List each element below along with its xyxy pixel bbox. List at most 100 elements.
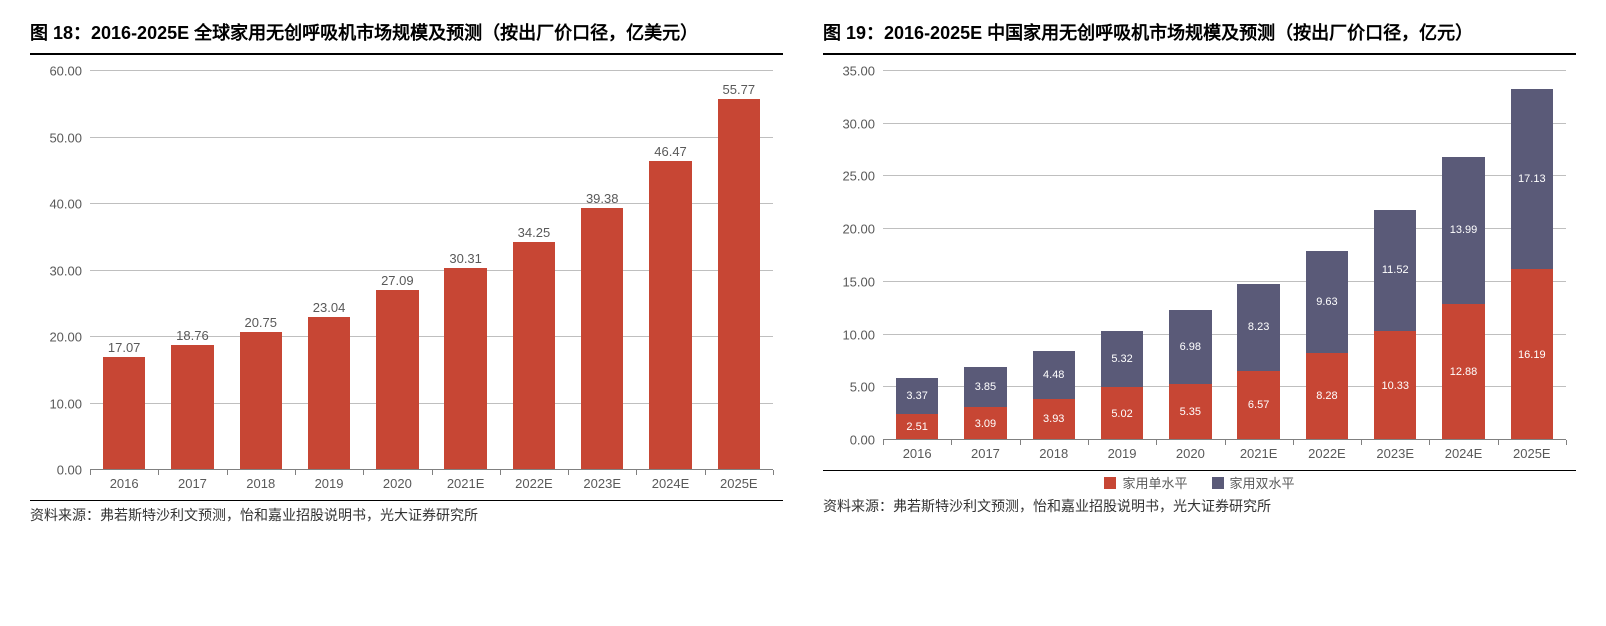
bar <box>649 161 691 470</box>
bar-slot: 18.76 <box>158 71 226 470</box>
y-tick-label: 15.00 <box>842 274 875 289</box>
bar-slot: 3.09 3.85 <box>951 71 1019 440</box>
panel-right: 图 19：2016-2025E 中国家用无创呼吸机市场规模及预测（按出厂价口径，… <box>823 20 1576 525</box>
panel-left-title: 图 18：2016-2025E 全球家用无创呼吸机市场规模及预测（按出厂价口径，… <box>30 20 783 55</box>
bar <box>513 242 555 470</box>
y-tick-label: 25.00 <box>842 169 875 184</box>
bar-value-label: 46.47 <box>654 144 687 159</box>
x-tick-label: 2017 <box>158 470 226 500</box>
y-tick-label: 0.00 <box>850 433 875 448</box>
y-tick-label: 30.00 <box>842 116 875 131</box>
x-tick-label: 2020 <box>1156 440 1224 470</box>
segment-value-label: 3.37 <box>906 390 927 402</box>
bar-slot: 12.88 13.99 <box>1429 71 1497 440</box>
bar-segment: 17.13 <box>1511 89 1553 270</box>
stacked-bar: 10.33 11.52 <box>1374 210 1416 440</box>
bar-slot: 16.19 17.13 <box>1498 71 1566 440</box>
bar-slot: 20.75 <box>227 71 295 470</box>
bar-slot: 5.35 6.98 <box>1156 71 1224 440</box>
bar <box>240 332 282 470</box>
bar-segment: 8.28 <box>1306 353 1348 440</box>
stacked-bar: 6.578.23 <box>1237 284 1279 440</box>
panel-right-source: 资料来源：弗若斯特沙利文预测，怡和嘉业招股说明书，光大证券研究所 <box>823 496 1576 516</box>
legend-item: 家用双水平 <box>1212 473 1295 492</box>
bar-slot: 10.33 11.52 <box>1361 71 1429 440</box>
legend: 家用单水平 家用双水平 <box>823 473 1576 492</box>
bar-value-label: 55.77 <box>723 82 756 97</box>
segment-value-label: 17.13 <box>1518 173 1546 185</box>
x-tick-label: 2025E <box>705 470 773 500</box>
x-tick-label: 2022E <box>500 470 568 500</box>
segment-value-label: 9.63 <box>1316 296 1337 308</box>
stacked-bar: 5.02 5.32 <box>1101 331 1143 440</box>
y-tick-label: 10.00 <box>49 396 82 411</box>
x-tick-label: 2023E <box>568 470 636 500</box>
bar-segment: 3.37 <box>896 378 938 414</box>
stacked-bar: 8.28 9.63 <box>1306 251 1348 440</box>
bar-segment: 8.23 <box>1237 284 1279 371</box>
segment-value-label: 12.88 <box>1450 366 1478 378</box>
y-tick-label: 60.00 <box>49 64 82 79</box>
y-tick-label: 50.00 <box>49 130 82 145</box>
x-tick-label: 2024E <box>636 470 704 500</box>
bar-segment: 6.98 <box>1169 310 1211 384</box>
bar-segment: 10.33 <box>1374 331 1416 440</box>
stacked-bar: 3.09 3.85 <box>964 367 1006 440</box>
bar-segment: 4.48 <box>1033 351 1075 398</box>
bar <box>718 99 760 470</box>
bar <box>444 268 486 470</box>
y-tick-label: 10.00 <box>842 327 875 342</box>
x-tick-label: 2018 <box>1020 440 1088 470</box>
x-tick-label: 2025E <box>1498 440 1566 470</box>
x-tick-label: 2023E <box>1361 440 1429 470</box>
segment-value-label: 3.93 <box>1043 413 1064 425</box>
segment-value-label: 4.48 <box>1043 369 1064 381</box>
bar <box>171 345 213 470</box>
panel-left-source: 资料来源：弗若斯特沙利文预测，怡和嘉业招股说明书，光大证券研究所 <box>30 505 783 525</box>
bar-segment: 6.57 <box>1237 371 1279 440</box>
bar-segment: 11.52 <box>1374 210 1416 331</box>
segment-value-label: 8.28 <box>1316 390 1337 402</box>
panel-right-title: 图 19：2016-2025E 中国家用无创呼吸机市场规模及预测（按出厂价口径，… <box>823 20 1576 55</box>
panel-left: 图 18：2016-2025E 全球家用无创呼吸机市场规模及预测（按出厂价口径，… <box>30 20 783 525</box>
y-tick-label: 0.00 <box>57 463 82 478</box>
stacked-bar: 3.93 4.48 <box>1033 351 1075 440</box>
segment-value-label: 11.52 <box>1382 264 1409 276</box>
y-tick-label: 35.00 <box>842 64 875 79</box>
bar-segment: 3.85 <box>964 367 1006 408</box>
segment-value-label: 5.35 <box>1180 406 1201 418</box>
bar <box>103 357 145 471</box>
bar-slot: 46.47 <box>636 71 704 470</box>
legend-item: 家用单水平 <box>1104 473 1187 492</box>
segment-value-label: 10.33 <box>1381 380 1409 392</box>
y-tick-label: 40.00 <box>49 197 82 212</box>
legend-label: 家用单水平 <box>1122 473 1187 492</box>
segment-value-label: 6.98 <box>1180 341 1201 353</box>
bar-segment: 5.32 <box>1101 331 1143 387</box>
bar-slot: 55.77 <box>705 71 773 470</box>
bar-slot: 34.25 <box>500 71 568 470</box>
bar-segment: 5.02 <box>1101 387 1143 440</box>
bar-value-label: 23.04 <box>313 300 346 315</box>
y-tick-label: 5.00 <box>850 380 875 395</box>
bar-segment: 2.51 <box>896 414 938 440</box>
x-tick-label: 2018 <box>227 470 295 500</box>
chart-left: 0.0010.0020.0030.0040.0050.0060.00 17.07… <box>30 61 783 501</box>
bar-segment: 9.63 <box>1306 251 1348 353</box>
segment-value-label: 13.99 <box>1450 224 1478 236</box>
bar-slot: 3.93 4.48 <box>1020 71 1088 440</box>
bar-value-label: 39.38 <box>586 191 619 206</box>
segment-value-label: 3.85 <box>975 381 996 393</box>
bar-slot: 8.28 9.63 <box>1293 71 1361 440</box>
bar-value-label: 30.31 <box>449 251 482 266</box>
bar-slot: 23.04 <box>295 71 363 470</box>
bar <box>581 208 623 470</box>
bar-segment: 12.88 <box>1442 304 1484 440</box>
y-tick-label: 20.00 <box>842 222 875 237</box>
legend-label: 家用双水平 <box>1230 473 1295 492</box>
y-tick-label: 20.00 <box>49 330 82 345</box>
x-tick-mark <box>1566 440 1567 445</box>
segment-value-label: 16.19 <box>1518 349 1546 361</box>
segment-value-label: 5.32 <box>1111 353 1132 365</box>
bar-segment: 3.09 <box>964 407 1006 440</box>
